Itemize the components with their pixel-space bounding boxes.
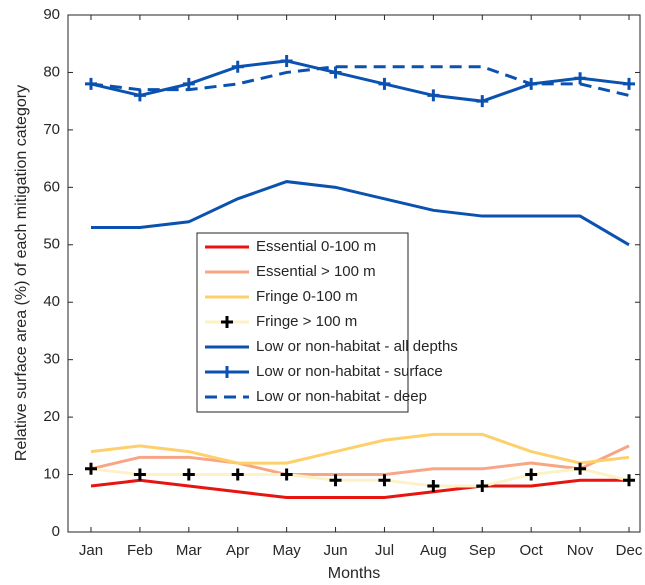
y-tick-label: 0 xyxy=(52,523,60,540)
series-line xyxy=(90,432,630,465)
marker xyxy=(182,77,195,90)
x-tick-label: Feb xyxy=(127,542,153,559)
marker xyxy=(85,462,97,475)
legend-label: Low or non-habitat - all depths xyxy=(256,338,458,355)
y-tick-label: 80 xyxy=(43,63,60,80)
series-line xyxy=(90,478,629,500)
x-tick-label: Jun xyxy=(323,542,347,559)
x-tick-label: Mar xyxy=(176,542,202,559)
marker xyxy=(221,316,233,328)
y-tick-label: 10 xyxy=(43,466,60,483)
x-tick-label: Apr xyxy=(226,542,249,559)
marker xyxy=(574,72,587,85)
series-line xyxy=(90,444,630,477)
y-tick-label: 20 xyxy=(43,408,60,425)
y-axis-label: Relative surface area (%) of each mitiga… xyxy=(13,85,30,461)
y-tick-label: 60 xyxy=(43,178,60,195)
x-tick-label: Nov xyxy=(567,542,594,559)
marker xyxy=(182,468,195,481)
x-tick-label: Dec xyxy=(616,542,643,559)
marker xyxy=(525,468,538,481)
y-tick-label: 30 xyxy=(43,351,60,368)
legend-label: Essential 0-100 m xyxy=(256,238,376,255)
marker xyxy=(329,66,342,79)
marker xyxy=(231,60,244,73)
marker xyxy=(623,77,635,90)
marker xyxy=(280,54,293,67)
series-line xyxy=(90,467,630,488)
marker xyxy=(231,468,244,481)
y-tick-label: 90 xyxy=(43,6,60,23)
marker xyxy=(574,462,587,475)
marker xyxy=(378,474,391,487)
marker xyxy=(133,89,146,102)
marker xyxy=(476,480,489,493)
x-tick-label: Aug xyxy=(420,542,447,559)
legend-label: Low or non-habitat - deep xyxy=(256,388,427,405)
marker xyxy=(280,468,293,481)
legend-label: Fringe 0-100 m xyxy=(256,288,358,305)
x-tick-label: Jul xyxy=(375,542,394,559)
legend-label: Fringe > 100 m xyxy=(256,313,357,330)
series-line xyxy=(90,59,630,103)
y-tick-label: 50 xyxy=(43,236,60,253)
x-tick-label: Oct xyxy=(520,542,544,559)
x-axis-label: Months xyxy=(328,565,380,582)
series-line xyxy=(91,180,630,247)
y-tick-label: 70 xyxy=(43,121,60,138)
legend-label: Essential > 100 m xyxy=(256,263,376,280)
x-tick-label: Sep xyxy=(469,542,496,559)
marker xyxy=(623,474,635,487)
x-tick-label: May xyxy=(272,542,301,559)
marker xyxy=(427,89,440,102)
marker xyxy=(329,474,342,487)
legend-label: Low or non-habitat - surface xyxy=(256,363,443,380)
marker xyxy=(221,366,233,378)
series-line xyxy=(90,65,630,97)
x-tick-label: Jan xyxy=(79,542,103,559)
marker xyxy=(427,480,440,493)
marker xyxy=(476,95,489,108)
y-tick-label: 40 xyxy=(43,293,60,310)
marker xyxy=(378,77,391,90)
marker xyxy=(133,468,146,481)
